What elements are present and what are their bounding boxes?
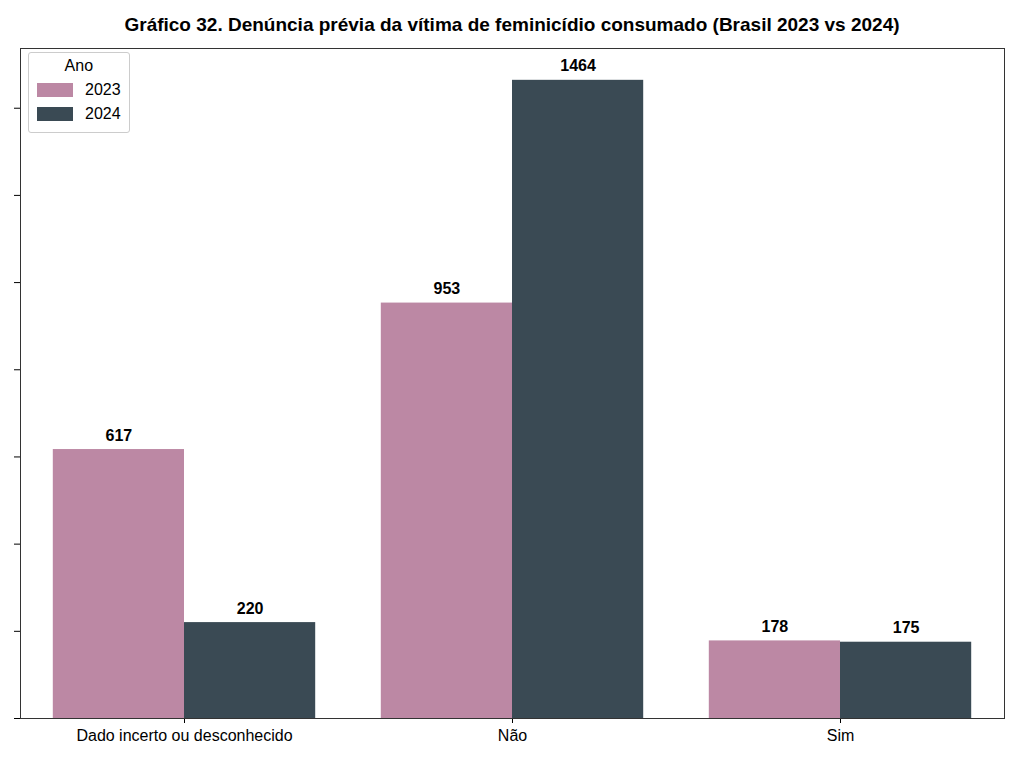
svg-text:175: 175 — [893, 619, 920, 636]
svg-text:617: 617 — [106, 427, 133, 444]
html-text:2023: 2023 — [85, 81, 121, 98]
html-text:Ano: Ano — [64, 57, 93, 74]
svg-text:220: 220 — [237, 600, 264, 617]
svg-text:1464: 1464 — [560, 57, 596, 74]
svg-text:953: 953 — [434, 280, 461, 297]
svg-text:Sim: Sim — [827, 727, 855, 744]
svg-text:178: 178 — [762, 618, 789, 635]
html-text:Gráfico 32. Denúncia prévia da: Gráfico 32. Denúncia prévia da vítima de… — [124, 14, 900, 35]
html-text:2024: 2024 — [85, 105, 121, 122]
svg-text:Dado incerto ou desconhecido: Dado incerto ou desconhecido — [76, 727, 292, 744]
svg-text:Não: Não — [498, 727, 527, 744]
